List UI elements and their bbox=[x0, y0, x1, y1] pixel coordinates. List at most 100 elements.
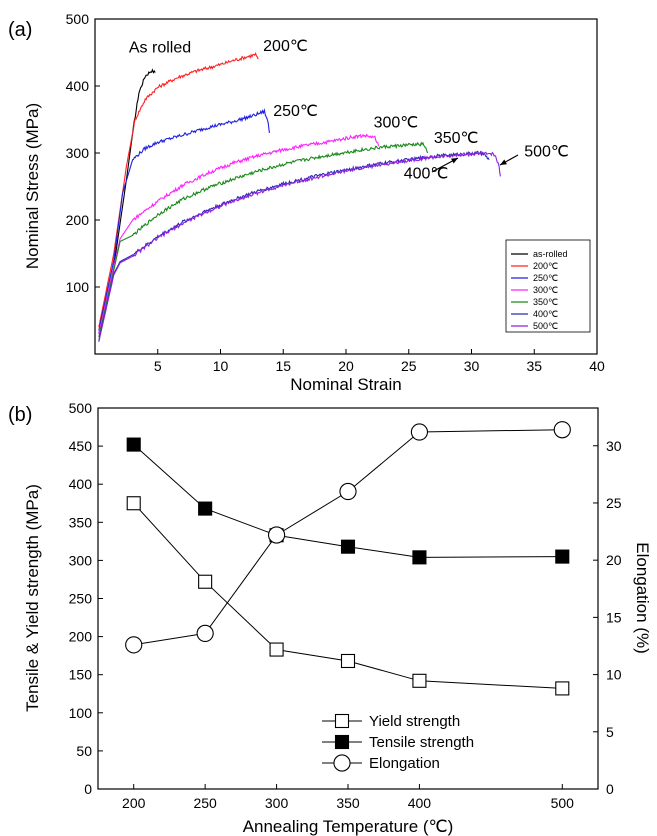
legend-label: Elongation bbox=[369, 755, 440, 772]
panel-b-y-ticks: 0 50 100 150 200 250 300 350 400 450 500 bbox=[69, 400, 103, 797]
legend-label: Yield strength bbox=[369, 713, 460, 730]
data-point-open-circle bbox=[339, 482, 357, 501]
y-tick-label: 400 bbox=[69, 476, 93, 492]
curve-annotation: As rolled bbox=[129, 40, 191, 57]
y-tick-label: 50 bbox=[76, 743, 92, 759]
data-point-filled-square bbox=[340, 539, 356, 554]
y-tick-label: 450 bbox=[69, 438, 93, 454]
data-point-filled-square bbox=[412, 550, 427, 565]
y2-tick-label: 5 bbox=[606, 724, 614, 740]
series-line-1 bbox=[98, 52, 259, 328]
y-tick-label: 300 bbox=[69, 552, 93, 568]
y-tick-label: 250 bbox=[69, 591, 93, 607]
series-line-2 bbox=[98, 108, 270, 331]
y-tick-label: 400 bbox=[66, 78, 90, 94]
y-tick-label: 0 bbox=[84, 781, 92, 797]
data-point-filled-square bbox=[555, 549, 570, 564]
x-tick-label: 25 bbox=[401, 358, 417, 374]
panel-a-series bbox=[98, 52, 501, 343]
x-tick-label: 400 bbox=[408, 795, 432, 811]
x-tick-label: 200 bbox=[122, 795, 146, 811]
y-tick-label: 200 bbox=[66, 212, 90, 228]
y-tick-label: 500 bbox=[66, 11, 90, 27]
data-point-open-circle bbox=[267, 526, 286, 544]
panel-b-series bbox=[125, 421, 571, 696]
data-point-open-square bbox=[269, 642, 284, 657]
x-tick-label: 500 bbox=[551, 795, 575, 811]
panel-a-x-ticks: 5 10 15 20 25 30 35 40 bbox=[154, 349, 605, 374]
panel-a-legend: as-rolled 200℃ 250℃ 300℃ 350℃ 400℃ 500℃ bbox=[505, 239, 591, 333]
y-tick-label: 500 bbox=[69, 400, 93, 416]
legend-label: 250℃ bbox=[533, 273, 558, 283]
annotation-arrowhead bbox=[451, 158, 458, 164]
x-tick-label: 300 bbox=[265, 795, 289, 811]
panel-b-annealing-chart: (b) 200 250 300 350 400 500 05010015020025030… bbox=[8, 400, 652, 836]
y2-tick-label: 30 bbox=[606, 438, 622, 454]
panel-b-plot-frame bbox=[97, 407, 599, 790]
panel-a-x-axis-label: Nominal Strain bbox=[290, 375, 402, 394]
legend-label: Tensile strength bbox=[369, 734, 474, 751]
data-point-filled-square bbox=[126, 437, 141, 452]
panel-b-legend: Yield strength Tensile strength Elongation bbox=[322, 713, 474, 772]
curve-annotation: 500℃ bbox=[524, 143, 569, 160]
data-point-open-square bbox=[126, 496, 141, 511]
curve-annotation: 200℃ bbox=[263, 38, 308, 55]
data-point-open-square bbox=[198, 574, 213, 589]
y-tick-label: 100 bbox=[69, 705, 93, 721]
data-point-open-square bbox=[555, 681, 570, 696]
panel-a-label: (a) bbox=[8, 19, 32, 41]
legend-label: 500℃ bbox=[533, 321, 558, 331]
legend-label: 300℃ bbox=[533, 285, 558, 295]
data-point-open-circle bbox=[553, 421, 571, 439]
panel-a-legend-box bbox=[505, 239, 591, 333]
y2-tick-label: 0 bbox=[606, 781, 614, 797]
y2-tick-label: 25 bbox=[606, 495, 622, 511]
panel-b-x-axis-label: Annealing Temperature (℃) bbox=[243, 817, 454, 836]
series-line-6 bbox=[98, 150, 501, 343]
legend-swatch-marker bbox=[333, 754, 351, 772]
legend-label: as-rolled bbox=[533, 249, 568, 259]
x-tick-label: 40 bbox=[589, 358, 605, 374]
x-tick-label: 350 bbox=[336, 795, 360, 811]
legend-swatch-marker bbox=[334, 734, 350, 750]
panel-b-label: (b) bbox=[8, 404, 32, 426]
y2-tick-label: 15 bbox=[606, 609, 622, 625]
series-line-2 bbox=[133, 429, 563, 646]
data-point-open-square bbox=[340, 653, 356, 669]
panel-a-annotations: As rolled 200℃ 250℃ 300℃ 350℃ 400℃ 500℃ bbox=[129, 38, 569, 182]
series-line-0 bbox=[133, 502, 563, 689]
curve-annotation: 300℃ bbox=[374, 115, 419, 132]
panel-b-y2-ticks: 0 5 10 15 20 25 30 bbox=[593, 438, 622, 797]
legend-swatch-marker bbox=[334, 713, 350, 729]
legend-label: 350℃ bbox=[533, 297, 558, 307]
curve-annotation: 350℃ bbox=[434, 130, 479, 147]
x-tick-label: 5 bbox=[154, 358, 162, 374]
data-point-open-circle bbox=[196, 624, 214, 643]
y-tick-label: 300 bbox=[66, 145, 90, 161]
legend-label: 200℃ bbox=[533, 261, 558, 271]
panel-a-y-axis-label: Nominal Stress (MPa) bbox=[23, 103, 42, 269]
x-tick-label: 15 bbox=[275, 358, 291, 374]
panel-b-y-axis-label: Tensile & Yield strength (MPa) bbox=[23, 484, 42, 712]
y2-tick-label: 20 bbox=[606, 552, 622, 568]
data-point-open-square bbox=[412, 673, 427, 688]
annotation-arrowhead bbox=[500, 159, 507, 165]
series-line-1 bbox=[133, 444, 563, 558]
x-tick-label: 30 bbox=[464, 358, 480, 374]
x-tick-label: 250 bbox=[193, 795, 217, 811]
x-tick-label: 10 bbox=[213, 358, 229, 374]
data-point-open-circle bbox=[125, 636, 143, 654]
series-line-4 bbox=[98, 141, 429, 338]
y-tick-label: 200 bbox=[69, 629, 93, 645]
panel-a-stress-strain-chart: (a) 5 10 15 20 25 30 35 40 100 200 300 400 500 As r… bbox=[8, 11, 605, 394]
data-point-open-circle bbox=[410, 423, 429, 441]
panel-a-y-ticks: 100 200 300 400 500 bbox=[66, 11, 100, 295]
panel-b-x-ticks: 200 250 300 350 400 500 bbox=[122, 784, 574, 811]
y-tick-label: 100 bbox=[66, 279, 90, 295]
y2-tick-label: 10 bbox=[606, 667, 622, 683]
data-point-filled-square bbox=[198, 501, 213, 516]
curve-annotation: 250℃ bbox=[273, 103, 318, 120]
x-tick-label: 20 bbox=[338, 358, 354, 374]
series-line-3 bbox=[98, 133, 380, 335]
